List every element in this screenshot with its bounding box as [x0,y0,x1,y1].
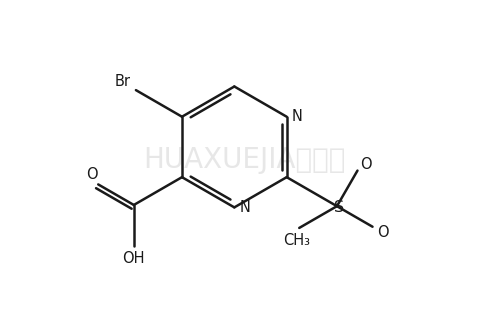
Text: O: O [360,157,372,172]
Text: S: S [334,200,344,215]
Text: CH₃: CH₃ [284,233,310,248]
Text: HUAXUEJIA化学加: HUAXUEJIA化学加 [143,146,345,174]
Text: N: N [240,200,250,215]
Text: O: O [86,167,98,182]
Text: OH: OH [122,251,145,266]
Text: N: N [292,109,303,124]
Text: O: O [377,225,389,240]
Text: Br: Br [114,74,130,89]
